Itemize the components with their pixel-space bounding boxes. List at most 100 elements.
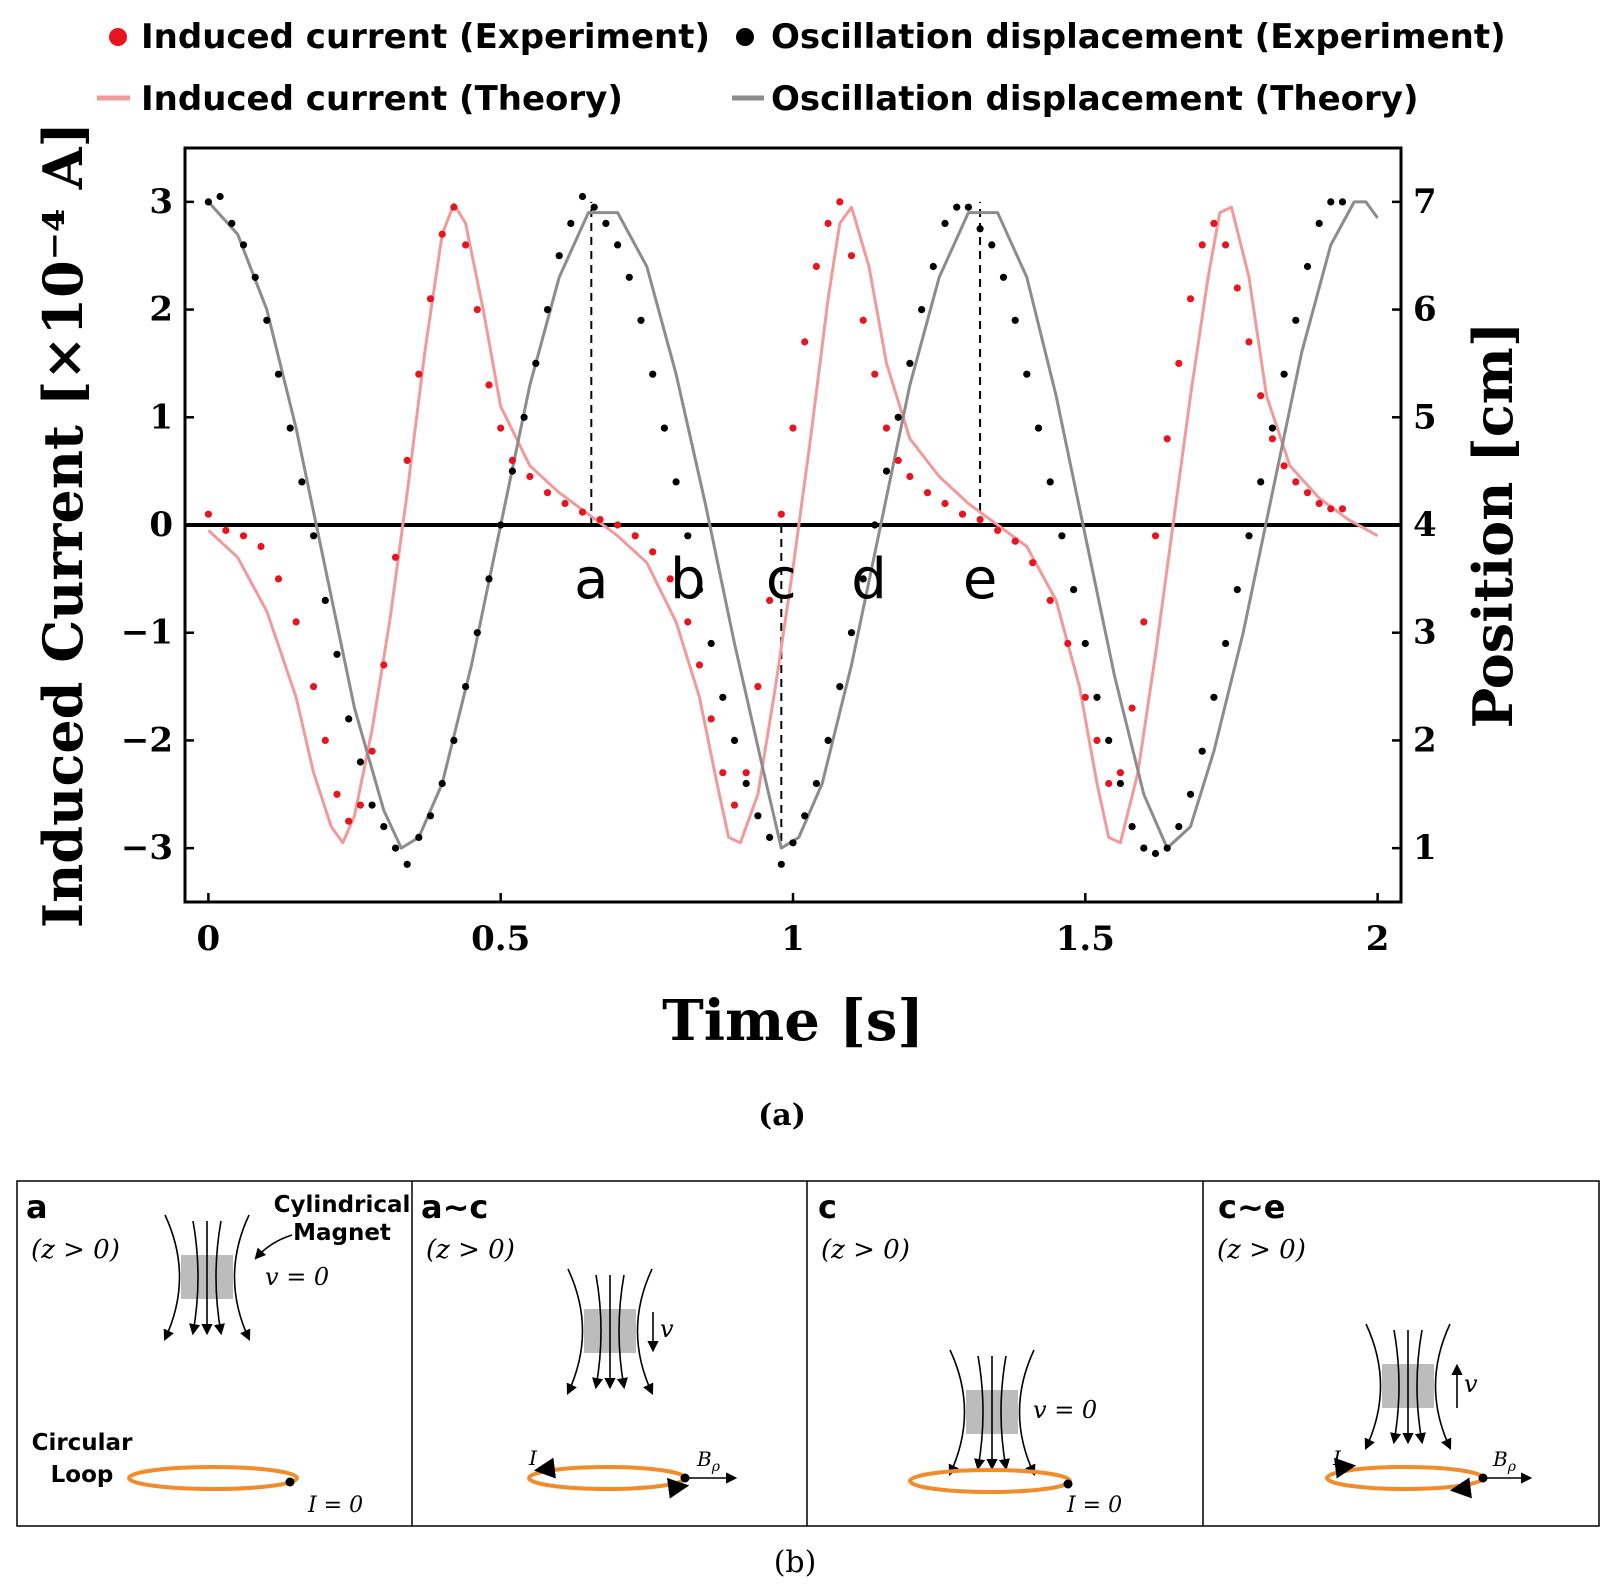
y2-axis-label: Position [cm]: [1461, 322, 1525, 729]
legend-label: Oscillation displacement (Experiment): [771, 17, 1506, 57]
data-point: [1198, 747, 1206, 755]
panel-title: c~e: [1218, 1188, 1285, 1226]
data-point: [836, 198, 844, 206]
data-point: [953, 203, 961, 211]
data-point: [882, 424, 891, 432]
data-point: [707, 715, 715, 723]
current-direction-arrow-icon: [533, 1457, 556, 1479]
y-tick-label: 3: [149, 182, 173, 222]
data-point: [222, 526, 230, 535]
data-point: [485, 575, 493, 583]
data-point: [1175, 359, 1183, 367]
data-point: [976, 225, 984, 233]
y2-tick-label: 4: [1413, 505, 1437, 545]
data-point: [923, 489, 932, 497]
data-point: [1315, 219, 1323, 227]
phase-marker-label: c: [766, 547, 797, 612]
panel-condition: (z > 0): [1217, 1235, 1306, 1265]
y-axis-label: Induced Current [×10⁻⁴ A]: [31, 122, 95, 928]
data-point: [719, 769, 727, 777]
field-subscript: ρ: [1507, 1459, 1517, 1475]
current-label: I = 0: [1066, 1493, 1122, 1518]
data-point: [345, 715, 353, 723]
data-point: [1186, 295, 1195, 303]
data-point: [1128, 823, 1136, 831]
data-point: [415, 370, 423, 378]
panel-title: a~c: [421, 1188, 488, 1226]
panel-title: a: [26, 1188, 48, 1226]
legend-red-dot-marker: [109, 28, 127, 46]
data-point: [1163, 435, 1171, 443]
data-point: [462, 683, 470, 691]
data-point: [1292, 478, 1300, 486]
data-point: [298, 478, 306, 486]
field-line: [998, 1355, 1010, 1471]
data-point: [1116, 779, 1124, 788]
data-point: [321, 596, 329, 605]
circular-loop: [1325, 1465, 1485, 1491]
data-point: [450, 736, 458, 745]
data-point: [555, 252, 563, 260]
data-point: [1029, 559, 1037, 567]
field-line: [636, 1268, 654, 1396]
data-point: [789, 839, 797, 847]
y2-tick-label: 2: [1413, 720, 1437, 760]
field-label: Bρ: [696, 1447, 721, 1475]
data-point: [1327, 198, 1335, 206]
circular-loop: [527, 1465, 687, 1491]
velocity-label: v = 0: [1033, 1396, 1097, 1424]
data-point: [631, 532, 639, 540]
data-point: [1023, 370, 1031, 378]
data-point: [730, 801, 739, 809]
data-point: [1222, 241, 1230, 249]
y2-axis-ticks: 7 6 5 4 3 2 1: [1392, 182, 1437, 868]
phase-marker-label: a: [574, 547, 608, 612]
field-line: [974, 1355, 986, 1471]
data-point: [777, 510, 785, 518]
data-point: [1064, 639, 1072, 648]
data-point: [1280, 370, 1288, 378]
data-point: [1140, 844, 1148, 852]
legend-item-oscillation-displacement-theory: Oscillation displacement (Theory): [732, 79, 1419, 119]
panel-condition: (z > 0): [426, 1235, 515, 1265]
phase-marker-label: d: [851, 547, 887, 612]
data-point: [1151, 849, 1160, 858]
data-point: [906, 359, 914, 367]
theory-curve: [207, 202, 1379, 845]
data-point: [321, 736, 329, 745]
loop-label-line2: Loop: [51, 1462, 114, 1488]
data-point: [1303, 262, 1312, 271]
magnet-with-field-lines: [1364, 1323, 1452, 1451]
field-line: [163, 1214, 181, 1342]
data-point: [216, 192, 224, 201]
data-point: [567, 219, 575, 227]
data-point: [754, 683, 762, 691]
data-point: [228, 219, 236, 227]
data-point: [520, 413, 528, 421]
data-point: [1233, 284, 1241, 292]
data-point: [1338, 505, 1347, 513]
data-point: [894, 413, 902, 421]
data-point: [789, 424, 797, 432]
circular-loop: [127, 1465, 299, 1491]
data-point: [561, 499, 569, 508]
current-direction-arrow-icon: [666, 1477, 690, 1499]
data-point: [801, 812, 809, 820]
y2-tick-label: 6: [1413, 290, 1437, 330]
data-point: [1046, 596, 1054, 605]
magnet-with-field-lines: [948, 1349, 1036, 1477]
dashed-marker-lines: [590, 201, 982, 849]
data-point: [1268, 435, 1276, 443]
data-point: [1198, 241, 1206, 249]
magnet-label-line1: Cylindrical: [274, 1192, 411, 1218]
y-tick-label: −3: [121, 828, 173, 868]
y-tick-label: −1: [121, 613, 173, 653]
data-point: [1034, 424, 1043, 432]
data-point: [239, 241, 248, 249]
data-point: [380, 823, 388, 831]
data-point: [684, 618, 692, 626]
current-label: I = 0: [307, 1493, 363, 1518]
data-point: [918, 306, 926, 314]
